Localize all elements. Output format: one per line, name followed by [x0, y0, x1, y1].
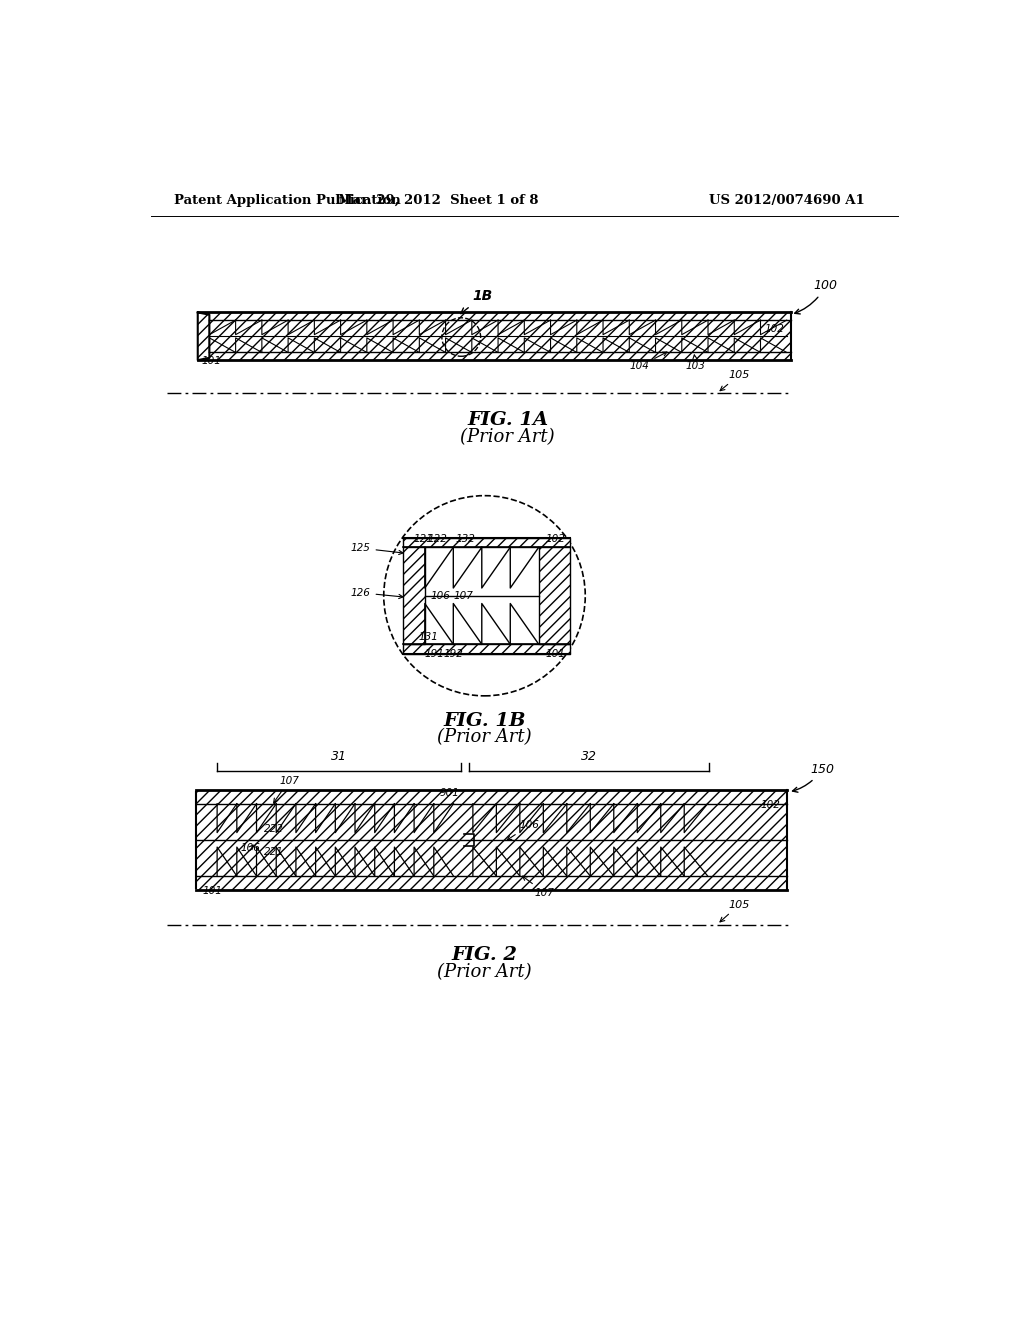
Text: 101: 101 [203, 886, 222, 896]
Text: FIG. 1A: FIG. 1A [467, 412, 548, 429]
Text: 191: 191 [425, 649, 444, 660]
Text: 102: 102 [761, 800, 780, 809]
Text: 107: 107 [454, 591, 473, 601]
Text: 131: 131 [419, 632, 438, 643]
Text: 103: 103 [686, 355, 706, 371]
Text: (Prior Art): (Prior Art) [437, 729, 531, 746]
Text: 100: 100 [795, 280, 838, 314]
Text: 31: 31 [331, 750, 347, 763]
Text: 106: 106 [241, 843, 260, 854]
Bar [198, 313, 791, 360]
Bar [403, 539, 569, 548]
Text: 101: 101 [202, 356, 221, 366]
Text: 107: 107 [522, 876, 555, 898]
Text: 901: 901 [440, 788, 460, 799]
Bar [539, 548, 569, 644]
Text: 32: 32 [582, 750, 597, 763]
Text: 104: 104 [630, 352, 667, 371]
Text: FIG. 2: FIG. 2 [452, 946, 517, 965]
Text: 126: 126 [350, 587, 403, 598]
Text: 102: 102 [546, 533, 566, 544]
Text: FIG. 1B: FIG. 1B [443, 711, 525, 730]
Text: 132: 132 [456, 533, 476, 544]
Text: 150: 150 [793, 763, 834, 792]
Text: 105: 105 [720, 370, 750, 391]
Bar [197, 789, 786, 890]
Text: 107: 107 [273, 776, 299, 803]
Text: Patent Application Publication: Patent Application Publication [174, 194, 401, 207]
Text: 106: 106 [430, 591, 451, 601]
Bar [403, 548, 425, 644]
Text: Mar. 29, 2012  Sheet 1 of 8: Mar. 29, 2012 Sheet 1 of 8 [338, 194, 539, 207]
Text: 121: 121 [414, 533, 434, 544]
Text: 125: 125 [350, 543, 403, 554]
Text: 222: 222 [263, 824, 284, 834]
Text: 122: 122 [428, 533, 447, 544]
Text: 192: 192 [443, 649, 463, 660]
Bar [403, 644, 569, 653]
Text: 1B: 1B [461, 289, 494, 314]
Text: (Prior Art): (Prior Art) [461, 428, 555, 446]
Text: 106: 106 [507, 820, 540, 840]
Text: 105: 105 [720, 900, 750, 921]
Text: (Prior Art): (Prior Art) [437, 964, 531, 981]
Text: 221: 221 [263, 847, 284, 857]
Text: US 2012/0074690 A1: US 2012/0074690 A1 [710, 194, 865, 207]
Text: 102: 102 [765, 323, 784, 334]
Text: 101: 101 [546, 649, 566, 660]
